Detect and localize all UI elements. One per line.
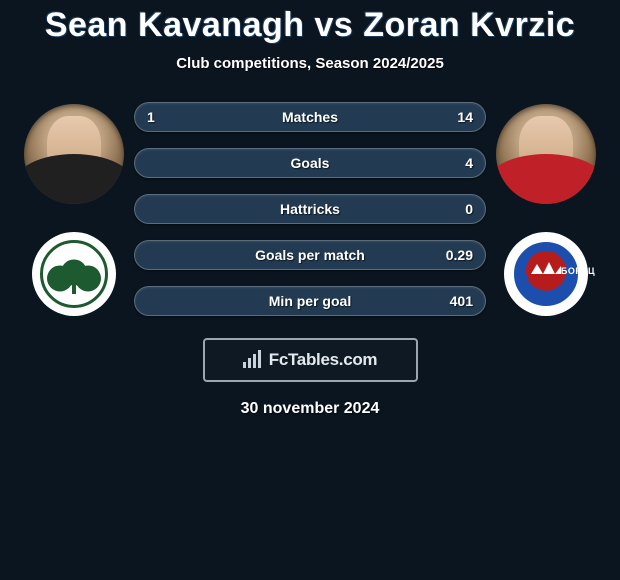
player-left-column	[14, 98, 134, 316]
stat-right-value: 0.29	[446, 241, 473, 269]
stat-row-matches: 1 Matches 14	[134, 102, 486, 132]
stat-row-min-per-goal: Min per goal 401	[134, 286, 486, 316]
main-row: 1 Matches 14 Goals 4 Hattricks 0 Goals p…	[0, 98, 620, 316]
shamrock-crest-icon	[40, 240, 108, 308]
brand-box: FcTables.com	[203, 338, 418, 382]
stat-label: Hattricks	[280, 201, 340, 217]
stat-left-value: 1	[147, 103, 155, 131]
date-line: 30 november 2024	[0, 400, 620, 418]
stats-column: 1 Matches 14 Goals 4 Hattricks 0 Goals p…	[134, 98, 486, 316]
borac-crest-icon	[512, 240, 580, 308]
page-title: Sean Kavanagh vs Zoran Kvrzic	[0, 6, 620, 45]
stat-right-value: 14	[457, 103, 473, 131]
player-right-column	[486, 98, 606, 316]
stat-label: Matches	[282, 109, 338, 125]
stat-right-value: 0	[465, 195, 473, 223]
stat-right-value: 4	[465, 149, 473, 177]
stat-right-value: 401	[450, 287, 473, 315]
subtitle: Club competitions, Season 2024/2025	[0, 55, 620, 72]
player-right-avatar	[496, 104, 596, 204]
stat-row-hattricks: Hattricks 0	[134, 194, 486, 224]
player-left-avatar	[24, 104, 124, 204]
club-left-crest	[32, 232, 116, 316]
stat-row-goals-per-match: Goals per match 0.29	[134, 240, 486, 270]
bar-chart-icon	[243, 352, 263, 368]
club-right-crest	[504, 232, 588, 316]
comparison-card: Sean Kavanagh vs Zoran Kvrzic Club compe…	[0, 0, 620, 418]
stat-label: Goals	[291, 155, 330, 171]
stat-label: Min per goal	[269, 293, 351, 309]
stat-label: Goals per match	[255, 247, 365, 263]
brand-text: FcTables.com	[269, 350, 378, 370]
stat-row-goals: Goals 4	[134, 148, 486, 178]
